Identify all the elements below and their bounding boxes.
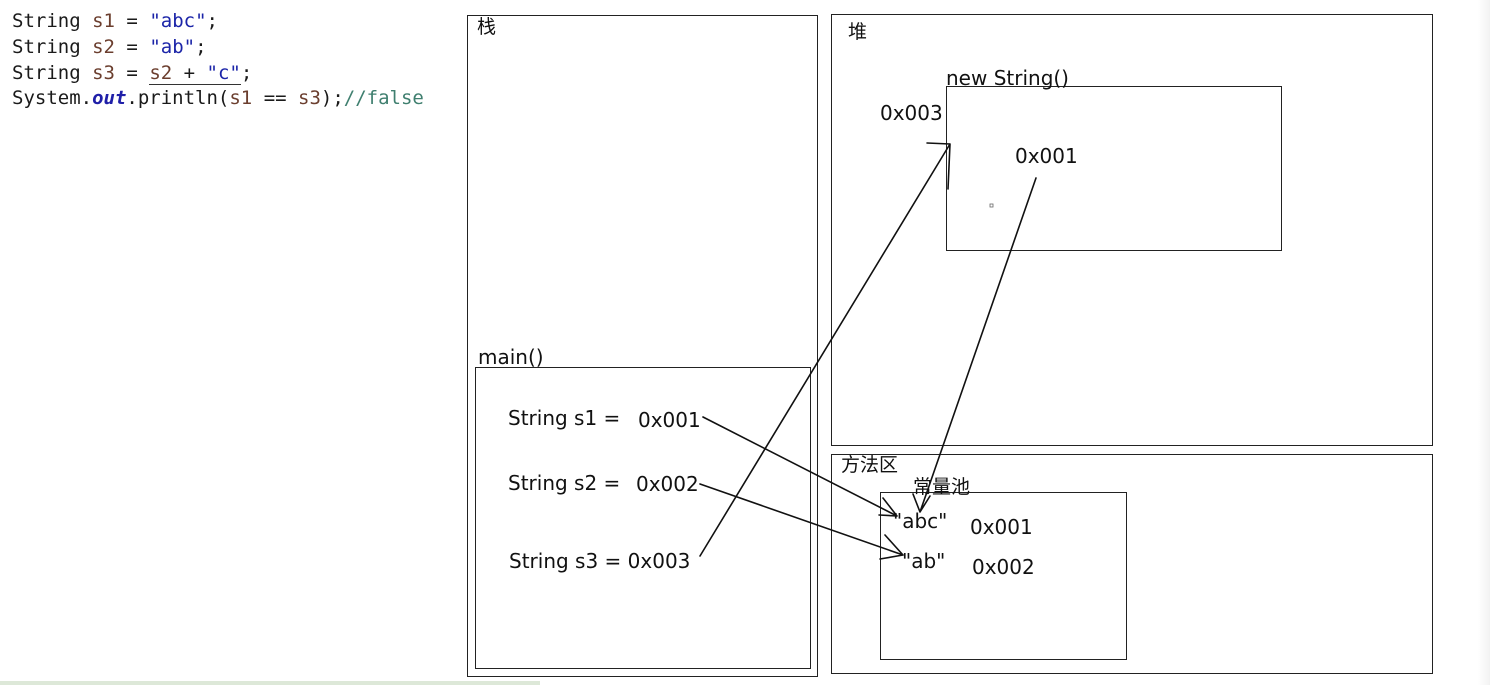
pool-ab-literal: "ab" bbox=[902, 549, 946, 573]
arrow-s2-to-ab bbox=[699, 483, 904, 560]
stack-s2-addr: 0x002 bbox=[636, 472, 699, 496]
stack-s1-addr: 0x001 bbox=[638, 408, 701, 432]
pool-abc-literal: "abc" bbox=[893, 509, 948, 533]
code-line-4: System.out.println(s1 == s3);//false bbox=[12, 87, 424, 110]
stack-s2-label: String s2 = bbox=[508, 471, 621, 495]
string-object-value: 0x001 bbox=[1015, 144, 1078, 168]
scroll-strip bbox=[0, 681, 540, 685]
main-frame bbox=[475, 367, 811, 669]
heap-region bbox=[831, 14, 1433, 446]
code-line-3: String s3 = s2 + "c"; bbox=[12, 61, 253, 85]
stray-mark bbox=[989, 203, 994, 208]
method-area-region bbox=[831, 454, 1433, 674]
string-object-addr: 0x003 bbox=[880, 101, 943, 125]
arrow-object-to-abc bbox=[912, 177, 1037, 513]
stack-s1-label: String s1 = bbox=[508, 406, 621, 430]
string-object-box bbox=[946, 86, 1282, 251]
stack-title: 栈 bbox=[477, 16, 497, 38]
stack-s3-label: String s3 = 0x003 bbox=[509, 549, 691, 573]
constant-pool-box bbox=[880, 492, 1127, 660]
string-object-title: new String() bbox=[946, 66, 1069, 90]
arrow-s3-to-object bbox=[699, 142, 951, 557]
heap-title: 堆 bbox=[848, 21, 868, 43]
pool-ab-addr: 0x002 bbox=[972, 555, 1035, 579]
method-area-title: 方法区 bbox=[841, 454, 899, 476]
pool-abc-addr: 0x001 bbox=[970, 515, 1033, 539]
arrow-s1-to-abc bbox=[702, 416, 898, 517]
main-frame-title: main() bbox=[478, 345, 544, 369]
code-line-2: String s2 = "ab"; bbox=[12, 35, 207, 58]
underlined-expression: s2 + "c" bbox=[149, 61, 241, 85]
stack-region bbox=[467, 15, 818, 677]
code-line-1: String s1 = "abc"; bbox=[12, 10, 218, 32]
code-snippet: String s1 = "abc"; String s2 = "ab"; Strin… bbox=[12, 9, 424, 112]
window-edge bbox=[1478, 0, 1490, 685]
